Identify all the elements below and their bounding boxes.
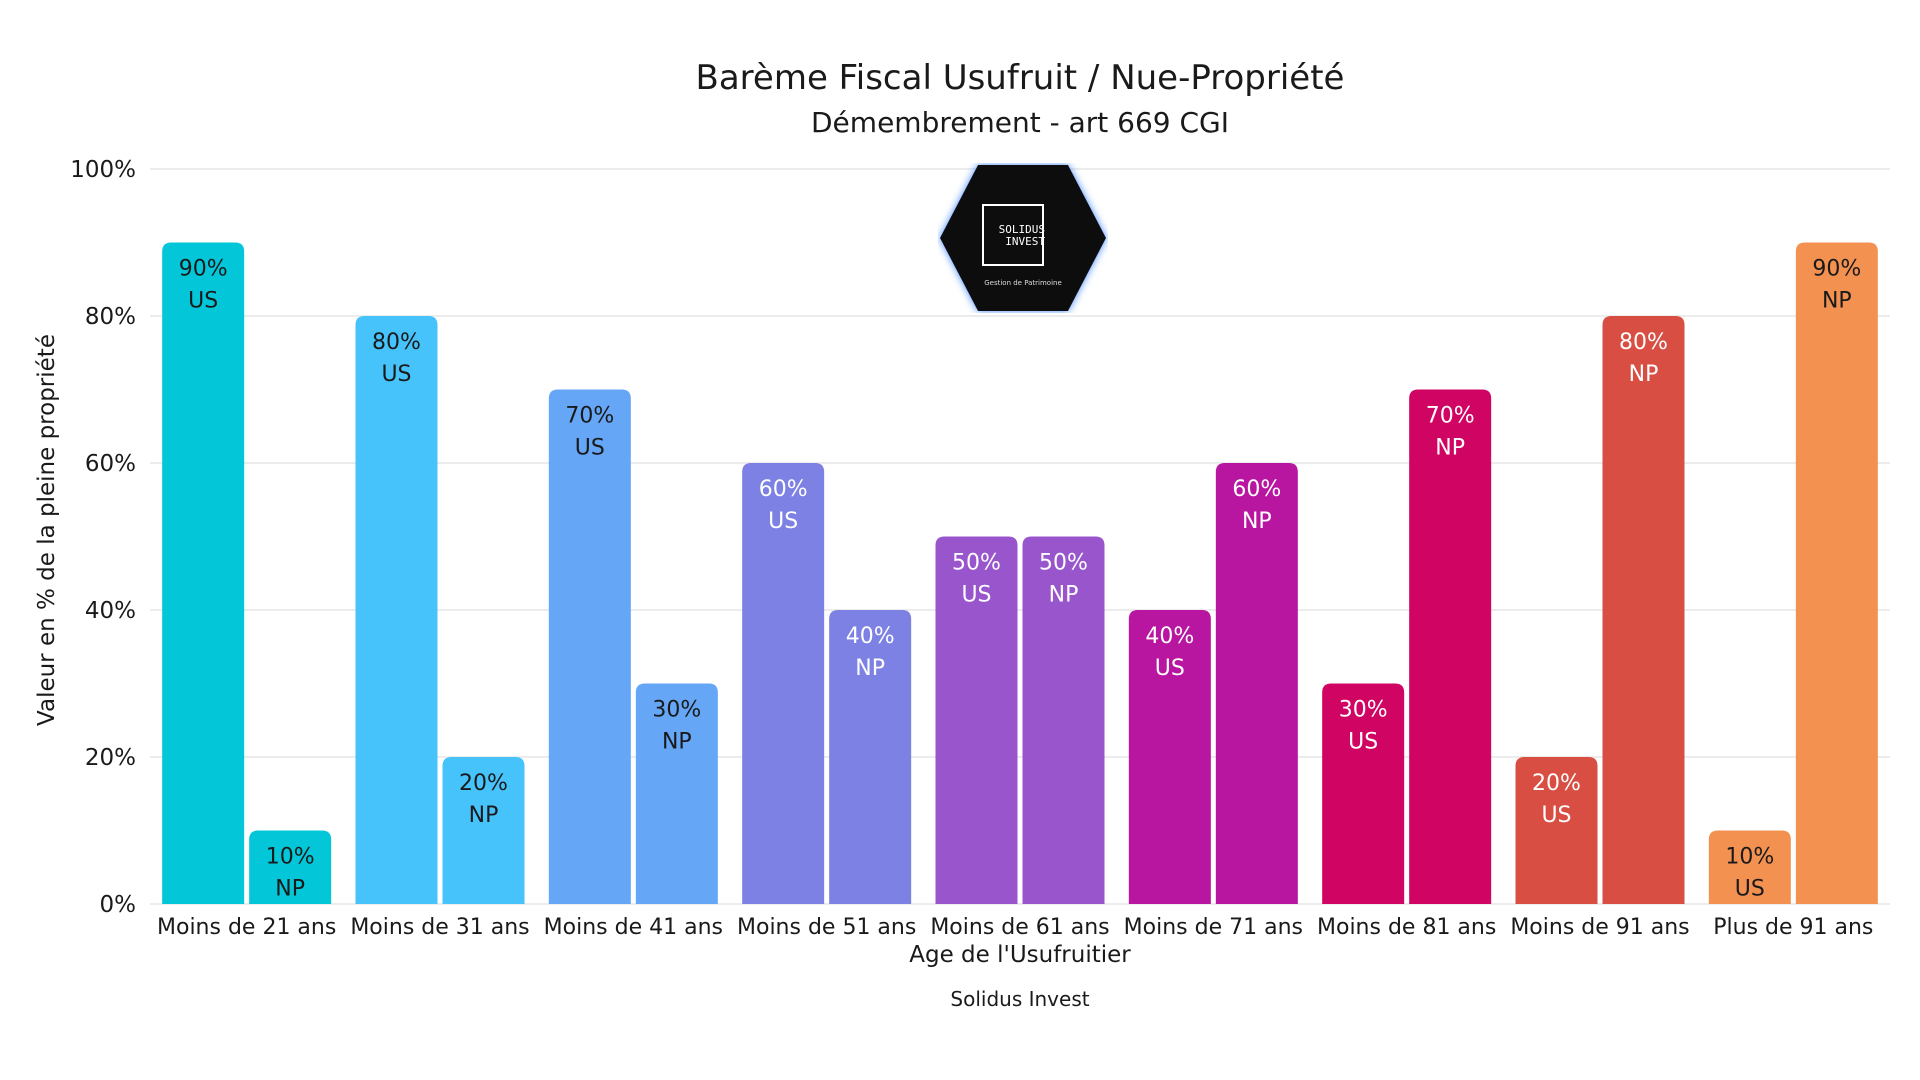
bar-value-label: 20% [459, 771, 508, 796]
bar-np [249, 830, 332, 904]
y-tick-label: 20% [85, 745, 136, 771]
bar-value-label: 40% [846, 624, 895, 649]
bar-series-label: NP [855, 656, 885, 681]
bar-value-label: 70% [565, 404, 614, 429]
bar-us [1322, 683, 1405, 904]
bar-series-label: NP [1629, 362, 1659, 387]
x-tick-label: Moins de 21 ans [157, 915, 336, 940]
y-tick-label: 0% [100, 892, 137, 918]
bar-value-label: 50% [1039, 551, 1088, 576]
x-tick-label: Moins de 41 ans [544, 915, 723, 940]
bar-value-label: 50% [952, 551, 1001, 576]
bar-np [1215, 463, 1298, 904]
bar-value-label: 30% [652, 698, 701, 723]
bar-us [355, 316, 438, 904]
bar-series-label: US [768, 509, 798, 534]
svg-text:Gestion de Patrimoine: Gestion de Patrimoine [984, 279, 1062, 287]
bar-series-label: NP [1242, 509, 1272, 534]
footer-credit: Solidus Invest [950, 987, 1090, 1011]
svg-text:SOLIDUS: SOLIDUS [999, 223, 1045, 236]
bar-value-label: 90% [179, 257, 228, 282]
x-axis-label: Age de l'Usufruitier [909, 942, 1131, 968]
bar-value-label: 90% [1812, 257, 1861, 282]
chart-title: Barème Fiscal Usufruit / Nue-Propriété [695, 58, 1345, 98]
bar-np [1602, 316, 1685, 904]
bar-value-label: 80% [1619, 330, 1668, 355]
bar-value-label: 60% [1232, 477, 1281, 502]
bar-us [935, 536, 1018, 904]
bar-us [162, 242, 245, 904]
bar-series-label: NP [1049, 583, 1079, 608]
bar-np [1022, 536, 1105, 904]
bar-value-label: 70% [1426, 404, 1475, 429]
bar-value-label: 80% [372, 330, 421, 355]
bar-value-label: 30% [1339, 698, 1388, 723]
bar-np [635, 683, 718, 904]
bar-series-label: US [1735, 877, 1765, 902]
svg-text:INVEST: INVEST [1005, 235, 1045, 248]
bar-us [1515, 757, 1598, 904]
x-tick-labels: Moins de 21 ans Moins de 31 ans Moins de 4… [157, 915, 1873, 940]
bar-series-label: NP [1435, 436, 1465, 461]
bar-us [1128, 610, 1211, 904]
bar-value-label: 20% [1532, 771, 1581, 796]
bar-np [1409, 389, 1492, 904]
y-tick-label: 40% [85, 598, 136, 624]
bar-value-label: 60% [759, 477, 808, 502]
bar-series-label: NP [662, 730, 692, 755]
x-tick-label: Moins de 31 ans [350, 915, 529, 940]
bar-np [442, 757, 525, 904]
bar-value-label: 40% [1145, 624, 1194, 649]
x-tick-label: Moins de 81 ans [1317, 915, 1496, 940]
x-tick-label: Moins de 61 ans [930, 915, 1109, 940]
y-tick-labels: 0% 20% 40% 60% 80% 100% [70, 157, 136, 918]
bar-np [1795, 242, 1878, 904]
bar-np [829, 610, 912, 904]
x-tick-label: Plus de 91 ans [1713, 915, 1873, 940]
x-tick-label: Moins de 51 ans [737, 915, 916, 940]
x-tick-label: Moins de 91 ans [1510, 915, 1689, 940]
bar-value-label: 10% [1725, 845, 1774, 870]
bar-series-label: NP [275, 877, 305, 902]
bar-us [548, 389, 631, 904]
bar-series-label: US [188, 289, 218, 314]
bar-series-label: US [1155, 656, 1185, 681]
y-tick-label: 100% [70, 157, 136, 183]
bar-series-label: NP [469, 803, 499, 828]
bar-series-label: US [1348, 730, 1378, 755]
bar-value-label: 10% [266, 845, 315, 870]
bar-us [1708, 830, 1791, 904]
bar-series-label: US [381, 362, 411, 387]
x-tick-label: Moins de 71 ans [1124, 915, 1303, 940]
bar-series-label: US [1541, 803, 1571, 828]
bar-us [742, 463, 825, 904]
y-tick-label: 60% [85, 451, 136, 477]
bar-series-label: US [575, 436, 605, 461]
bars: 90% US 10% NP 80% US 20% NP 70% US 30% NP 60% US 40% NP… [162, 242, 1878, 904]
y-tick-label: 80% [85, 304, 136, 330]
y-axis-label: Valeur en % de la pleine propriété [34, 334, 60, 726]
bar-series-label: NP [1822, 289, 1852, 314]
bar-series-label: US [961, 583, 991, 608]
chart-subtitle: Démembrement - art 669 CGI [811, 106, 1229, 139]
solidus-invest-logo: SOLIDUS INVEST Gestion de Patrimoine [940, 165, 1106, 311]
